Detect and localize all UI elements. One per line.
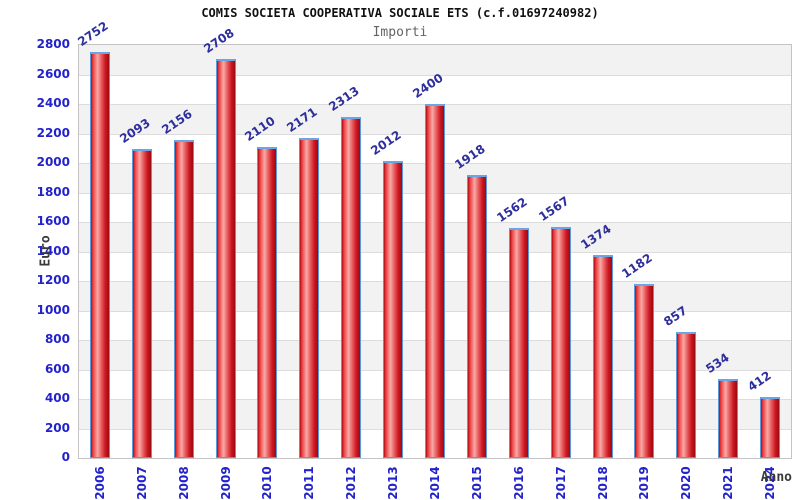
bar-value-label: 2400 — [410, 70, 446, 101]
x-tick-label: 2006 — [92, 466, 107, 500]
y-tick-label: 2200 — [36, 125, 70, 140]
bar-slot: 1562 2016 — [494, 45, 540, 499]
bar-slot: 2171 2011 — [284, 45, 330, 499]
bar — [592, 255, 613, 458]
bar-slot: 534 2021 — [703, 45, 749, 500]
bar — [173, 140, 194, 458]
bar — [718, 379, 739, 458]
bar-slot: 2400 2014 — [410, 45, 456, 500]
bar — [257, 146, 278, 458]
bar-value-label: 412 — [745, 368, 774, 395]
bar-value-label: 1918 — [452, 141, 488, 173]
bar — [508, 227, 529, 458]
x-tick-label: 2020 — [679, 466, 694, 500]
bar-slot: 2110 2010 — [243, 45, 289, 499]
x-tick-label: 2010 — [260, 466, 275, 500]
x-tick-label: 2017 — [553, 466, 568, 500]
bar-value-label: 534 — [703, 350, 732, 377]
bar — [131, 149, 152, 458]
bar — [550, 226, 571, 458]
plot-band — [79, 45, 791, 75]
bar — [760, 397, 781, 458]
bar — [676, 331, 697, 458]
y-tick-label: 2400 — [36, 96, 70, 110]
x-tick-label: 2012 — [344, 466, 359, 500]
bar-slot: 857 2020 — [661, 45, 707, 500]
bar-slot: 412 2024 — [745, 45, 791, 500]
chart-title: COMIS SOCIETA COOPERATIVA SOCIALE ETS (c… — [201, 6, 599, 20]
y-axis-title: Euro — [38, 234, 54, 267]
x-tick-label: 2008 — [176, 466, 191, 500]
y-tick-label: 1200 — [36, 273, 70, 287]
x-axis-title: Anno — [760, 470, 792, 485]
y-tick-label: 200 — [44, 420, 70, 435]
bar-value-label: 857 — [661, 302, 691, 329]
chart-subtitle: Importi — [372, 25, 428, 40]
y-tick-label: 2000 — [36, 155, 70, 169]
bar-value-label: 1567 — [535, 193, 572, 224]
x-tick-label: 2015 — [469, 466, 484, 500]
y-tick-label: 0 — [61, 450, 70, 464]
gridline — [79, 74, 791, 76]
y-tick-label: 1400 — [36, 243, 70, 258]
bar-value-label: 1182 — [619, 250, 656, 281]
y-tick-label: 2600 — [36, 66, 70, 81]
x-tick-label: 2007 — [134, 466, 149, 500]
y-tick-label: 1000 — [36, 302, 70, 317]
x-tick-label: 2018 — [595, 466, 610, 500]
bar-value-label: 1374 — [577, 222, 614, 253]
y-tick-label: 1600 — [36, 214, 70, 228]
bar-slot: 2093 2007 — [117, 45, 163, 500]
bar-slot: 1374 2018 — [578, 45, 624, 500]
bar — [299, 137, 320, 458]
x-tick-label: 2009 — [218, 466, 233, 500]
y-tick-label: 600 — [44, 361, 70, 376]
bar-slot: 2752 2006 — [75, 19, 121, 500]
y-tick-label: 400 — [44, 391, 70, 405]
x-tick-label: 2021 — [721, 466, 736, 500]
bar-value-label: 2012 — [368, 127, 404, 159]
bar-slot: 1567 2017 — [536, 45, 582, 500]
x-tick-label: 2011 — [302, 466, 317, 500]
x-tick-label: 2014 — [427, 466, 442, 500]
bar-value-label: 2752 — [75, 18, 111, 50]
bar-slot: 1182 2019 — [619, 45, 665, 499]
y-tick-label: 800 — [44, 332, 70, 346]
bar-slot: 1918 2015 — [452, 45, 498, 500]
bar-slot: 2313 2012 — [326, 45, 372, 500]
x-tick-label: 2013 — [386, 466, 401, 500]
bar — [383, 161, 404, 458]
bar-value-label: 2093 — [116, 116, 153, 147]
bar-value-label: 2313 — [326, 83, 362, 114]
bar — [634, 283, 655, 458]
bar — [424, 104, 445, 458]
bar-value-label: 1562 — [493, 194, 530, 225]
bar — [89, 52, 110, 458]
bar — [215, 58, 236, 458]
bar — [466, 175, 487, 458]
y-axis: Euro 0 200 400 600 800 1000 1200 1400 1600 1800 20… — [0, 37, 72, 464]
bar — [341, 116, 362, 458]
bar-slot: 2708 2009 — [201, 25, 247, 499]
x-tick-label: 2016 — [511, 466, 526, 500]
x-tick-label: 2019 — [637, 466, 652, 500]
bar-slot: 2156 2008 — [159, 45, 205, 500]
bar-value-label: 2171 — [284, 104, 321, 135]
bar-slot: 2012 2013 — [368, 45, 414, 500]
y-tick-label: 1800 — [36, 184, 70, 199]
bar-value-label: 2156 — [158, 106, 195, 137]
plot-area: 2752 2006 2093 2007 2156 2008 2708 2009 2110 2010… — [75, 19, 792, 500]
bar-value-label: 2110 — [242, 113, 279, 144]
y-tick-label: 2800 — [36, 37, 70, 51]
